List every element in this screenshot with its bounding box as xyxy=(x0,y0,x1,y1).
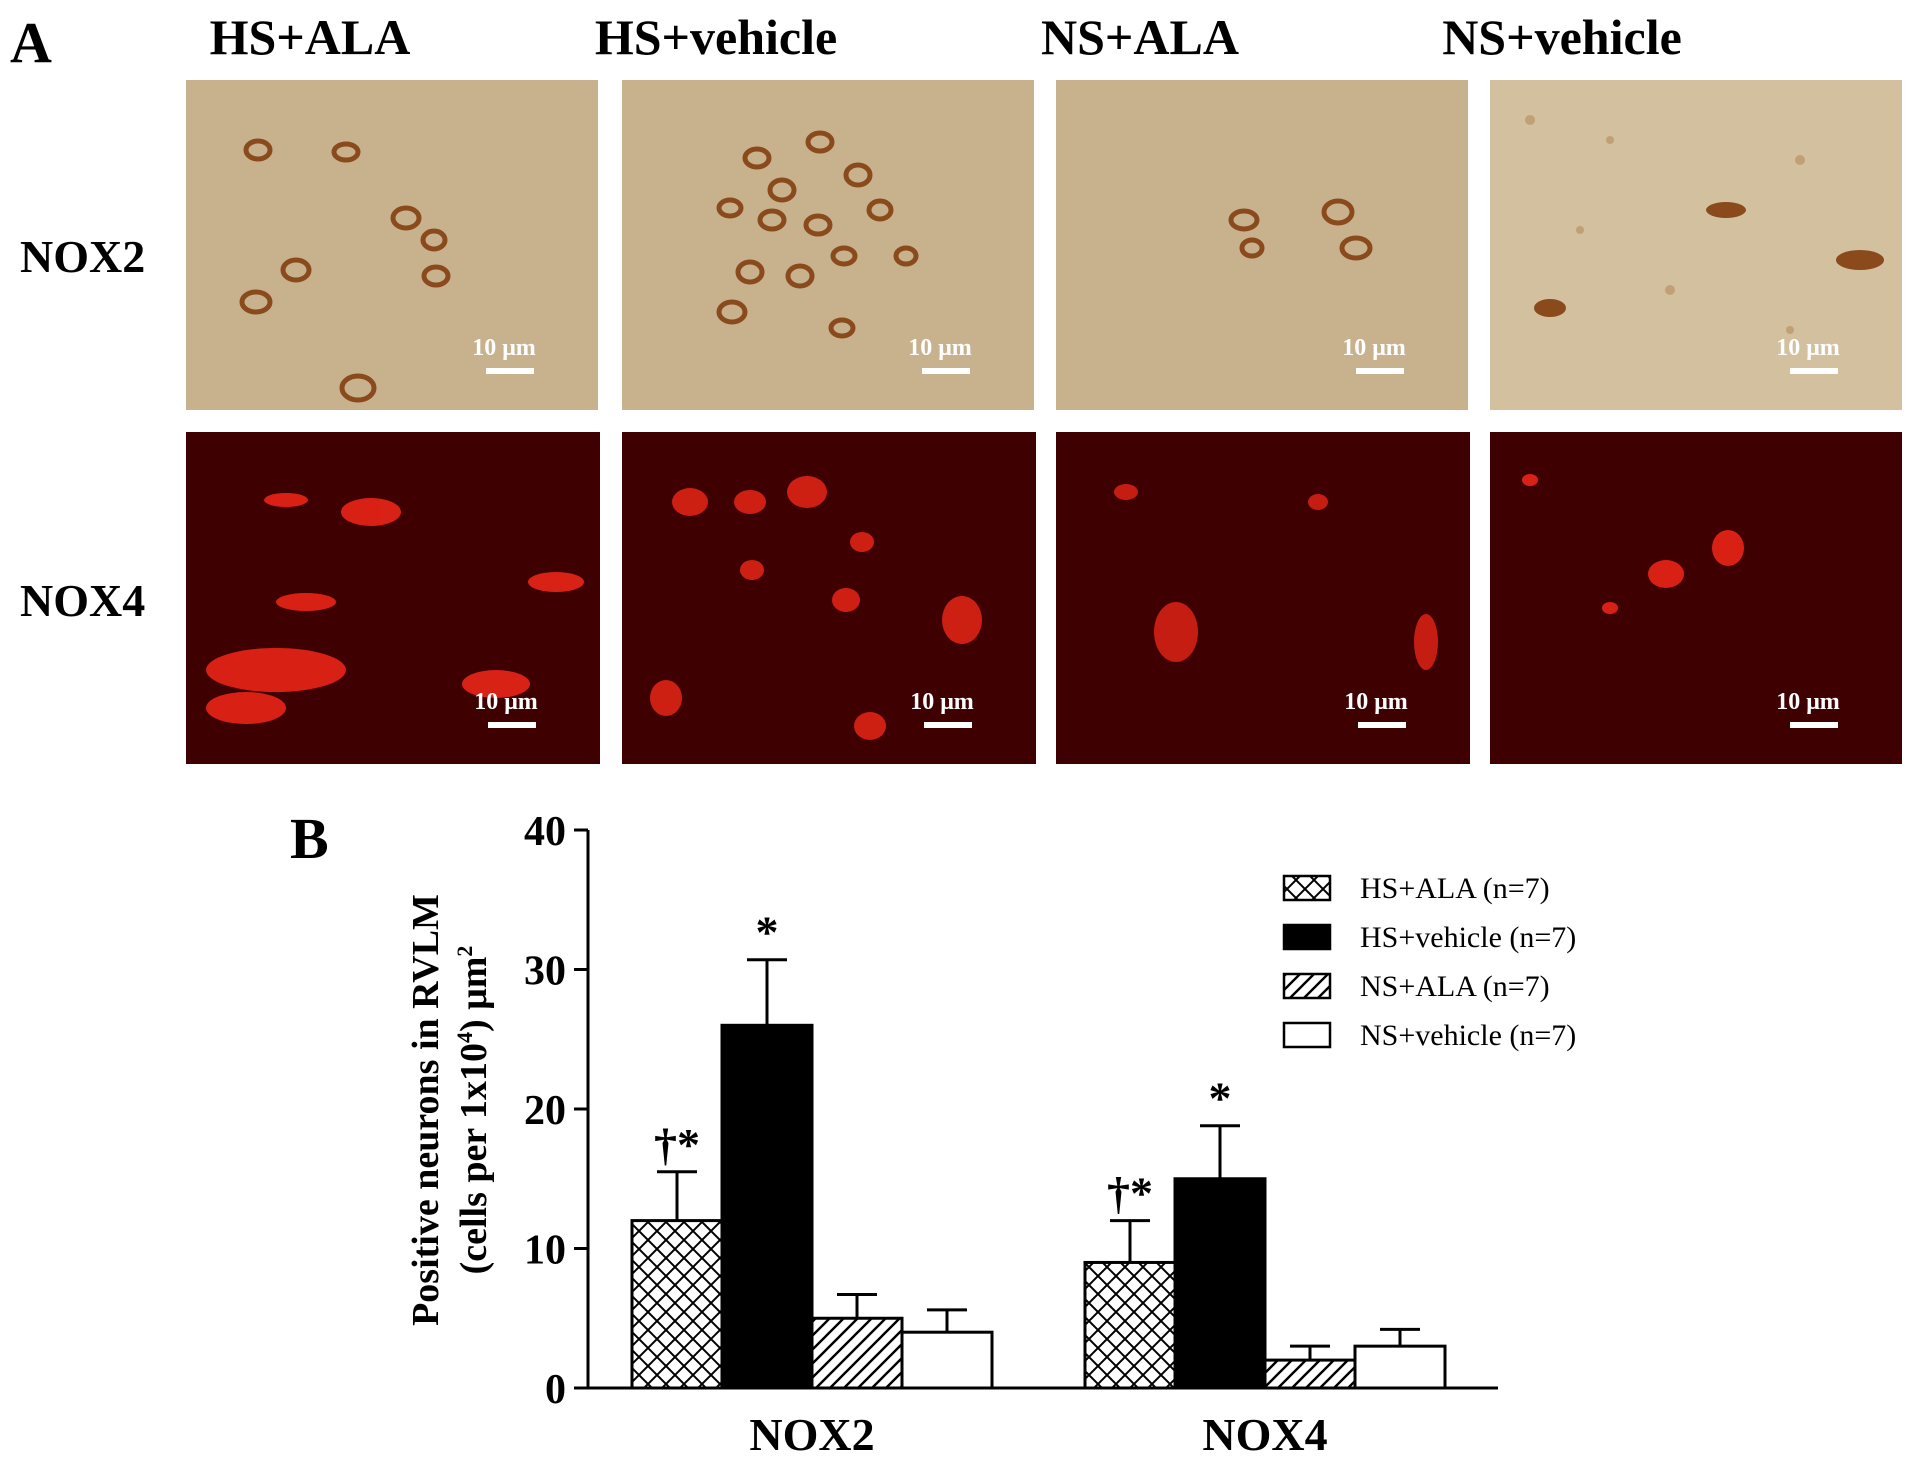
legend-label: NS+vehicle (n=7) xyxy=(1360,1019,1576,1052)
scale-bar xyxy=(488,722,536,728)
panel-b-letter: B xyxy=(290,806,329,871)
y-axis-label-superscript: 2 xyxy=(452,946,477,957)
y-tick-label: 40 xyxy=(524,809,566,855)
bar-nox4-series-0 xyxy=(1083,1260,1177,1390)
scale-bar xyxy=(1358,722,1406,728)
scale-bar-label: 10 μm xyxy=(472,335,536,361)
column-header-hs-vehicle: HS+vehicle xyxy=(594,9,838,65)
row-header-nox4: NOX4 xyxy=(20,575,146,626)
bar-nox4-series-2 xyxy=(1263,1358,1357,1390)
column-header-hs-ala: HS+ALA xyxy=(209,9,411,65)
micrograph-nox4-ns-vehicle: 10 μm xyxy=(1490,432,1902,764)
legend-swatch xyxy=(1282,972,1332,1000)
scale-bar xyxy=(1356,368,1404,374)
legend-swatch xyxy=(1282,923,1332,951)
legend-label: HS+vehicle (n=7) xyxy=(1360,921,1576,954)
legend-swatch xyxy=(1282,1021,1332,1049)
scale-bar-label: 10 μm xyxy=(910,689,974,715)
nox2-cells-ns-ala xyxy=(1228,198,1373,261)
scale-bar-label: 10 μm xyxy=(1776,335,1840,361)
scale-bar-label: 10 μm xyxy=(474,689,538,715)
scale-bar xyxy=(924,722,972,728)
y-tick-label: 10 xyxy=(524,1228,566,1274)
nox4-cells-ns-vehicle xyxy=(1522,474,1744,614)
significance-marker: * xyxy=(1209,1073,1232,1124)
legend-label: HS+ALA (n=7) xyxy=(1360,872,1550,905)
legend-label: NS+ALA (n=7) xyxy=(1360,970,1550,1003)
legend-swatch xyxy=(1282,874,1332,902)
x-category-label: NOX2 xyxy=(749,1409,874,1460)
scale-bar-label: 10 μm xyxy=(1776,689,1840,715)
row-header-nox2: NOX2 xyxy=(20,231,146,282)
bar-nox2-series-1 xyxy=(720,1023,814,1390)
y-axis-label: Positive neurons in RVLM (cells per 1x104… xyxy=(405,894,495,1326)
scale-bar xyxy=(922,368,970,374)
micrograph-nox2-ns-vehicle: 10 μm xyxy=(1490,80,1902,410)
bar-nox4-series-1 xyxy=(1173,1177,1267,1390)
y-tick-label: 20 xyxy=(524,1088,566,1134)
micrograph-nox4-hs-ala: 10 μm xyxy=(186,432,600,764)
nox2-cells-hs-vehicle xyxy=(716,130,919,339)
micrograph-nox2-hs-vehicle: 10 μm xyxy=(622,80,1034,410)
x-category-label: NOX4 xyxy=(1202,1409,1327,1460)
scale-bar xyxy=(1790,722,1838,728)
bar-chart: 0 10 20 30 40 Positive neurons in RVLM (cells … xyxy=(405,809,1576,1460)
nox4-cells-hs-ala xyxy=(206,493,584,724)
micrograph-nox4-ns-ala: 10 μm xyxy=(1056,432,1470,764)
micrograph-nox4-hs-vehicle: 10 μm xyxy=(622,432,1036,764)
micrograph-nox2-ns-ala: 10 μm xyxy=(1056,80,1468,410)
bar-nox4-series-3 xyxy=(1353,1344,1447,1390)
bar-nox2-series-2 xyxy=(810,1316,904,1390)
y-axis-label-unit: ) μm xyxy=(453,957,495,1032)
y-axis-label-line2: (cells per 1x10 xyxy=(453,1043,495,1274)
nox2-cells-hs-ala xyxy=(239,138,451,403)
panel-a-letter: A xyxy=(10,10,52,75)
column-header-ns-vehicle: NS+vehicle xyxy=(1442,9,1682,65)
nox4-cells-ns-ala xyxy=(1114,484,1438,670)
bar-nox2-series-3 xyxy=(900,1330,994,1390)
y-axis-label-line1: Positive neurons in RVLM xyxy=(405,894,447,1326)
significance-marker: * xyxy=(756,907,779,958)
scale-bar xyxy=(486,368,534,374)
scale-bar-label: 10 μm xyxy=(908,335,972,361)
nox2-cells-ns-vehicle xyxy=(1525,115,1884,334)
column-header-ns-ala: NS+ALA xyxy=(1041,9,1239,65)
y-axis-label-superscript: 4 xyxy=(452,1032,477,1043)
scale-bar-label: 10 μm xyxy=(1344,689,1408,715)
scale-bar-label: 10 μm xyxy=(1342,335,1406,361)
significance-marker: †* xyxy=(654,1119,700,1170)
micrograph-nox2-hs-ala: 10 μm xyxy=(186,80,598,410)
bar-nox2-series-0 xyxy=(630,1219,724,1390)
scale-bar xyxy=(1790,368,1838,374)
significance-marker: †* xyxy=(1107,1168,1153,1219)
y-tick-label: 0 xyxy=(545,1367,566,1413)
y-tick-label: 30 xyxy=(524,949,566,995)
nox4-cells-hs-vehicle xyxy=(650,476,982,740)
